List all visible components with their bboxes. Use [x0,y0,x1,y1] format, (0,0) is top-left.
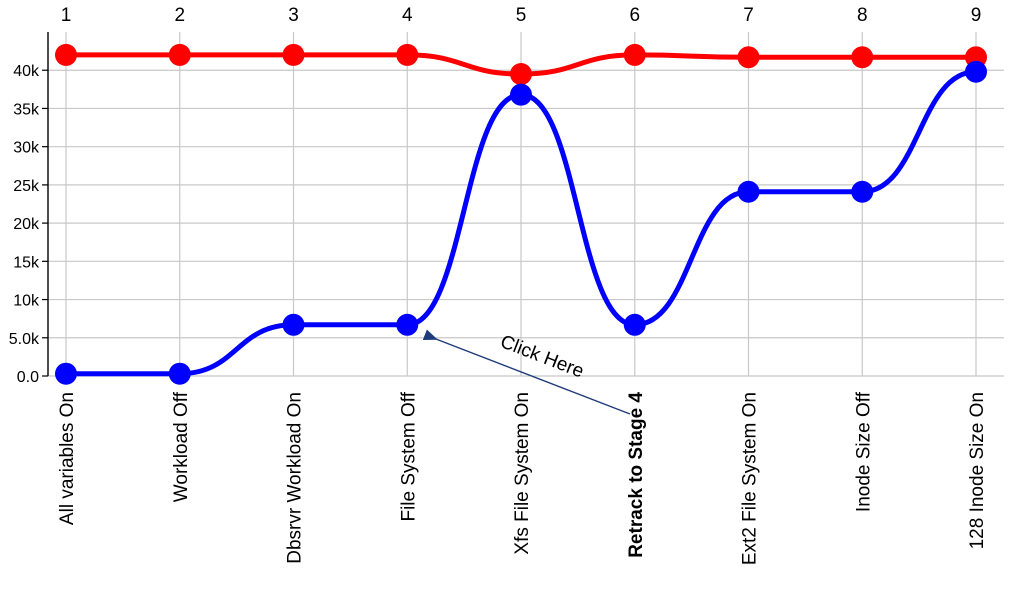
y-tick-label: 35k [13,101,40,118]
x-category-label: Workload Off [171,391,192,502]
y-tick-label: 20k [13,216,40,233]
data-point[interactable] [965,60,987,83]
annotation-arrow [422,329,631,415]
x-category-label: All variables On [57,392,78,525]
x-category-label: Retrack to Stage 4 [626,392,647,558]
data-point[interactable] [510,83,532,106]
data-point[interactable] [737,46,760,69]
data-points [55,43,987,385]
top-number-label: 1 [61,5,72,26]
gridlines [48,32,1004,377]
x-category-label: File System Off [398,391,419,521]
y-tick-label: 5.0k [9,331,40,348]
x-category-label: Xfs File System On [512,392,533,555]
data-point[interactable] [623,43,646,66]
top-number-label: 8 [857,5,868,26]
data-point[interactable] [396,43,419,66]
data-point[interactable] [851,46,874,69]
top-number-label: 2 [174,5,185,26]
top-number-label: 6 [629,5,640,26]
top-number-label: 9 [971,5,982,26]
y-tick-label: 15k [13,254,40,271]
y-tick-label: 25k [13,178,40,195]
data-point[interactable] [282,43,305,66]
data-point[interactable] [623,313,646,336]
x-category-label: Dbsrvr Workload On [285,392,306,564]
top-number-label: 3 [288,5,299,26]
y-tick-labels: 0.0 5.0k 10k 15k 20k 25k 30k 35k 40k [9,63,40,386]
data-point[interactable] [282,313,305,336]
axes [42,32,49,377]
y-tick-label: 40k [13,63,40,80]
series-line-1 [63,69,979,377]
x-category-label: 128 Inode Size On [967,392,988,549]
x-category-labels: All variables On Workload Off Dbsrvr Workl… [57,391,988,565]
data-point[interactable] [168,43,191,66]
y-tick-label: 30k [13,140,40,157]
y-tick-label: 10k [13,293,40,310]
y-tick-label: 0.0 [17,369,39,386]
x-category-label: Inode Size Off [853,391,874,512]
data-point[interactable] [737,180,760,203]
top-number-label: 4 [402,5,413,26]
data-point[interactable] [396,313,419,336]
data-point[interactable] [168,362,191,385]
x-category-label: Ext2 File System On [740,392,761,565]
top-number-label: 7 [743,5,754,26]
data-point[interactable] [55,43,77,66]
data-point[interactable] [851,180,874,203]
data-point[interactable] [55,362,77,385]
top-number-labels: 1 2 3 4 5 6 7 8 9 [61,5,982,26]
annotation-label[interactable]: Click Here [497,331,586,382]
data-point[interactable] [510,63,532,86]
top-number-label: 5 [516,5,527,26]
